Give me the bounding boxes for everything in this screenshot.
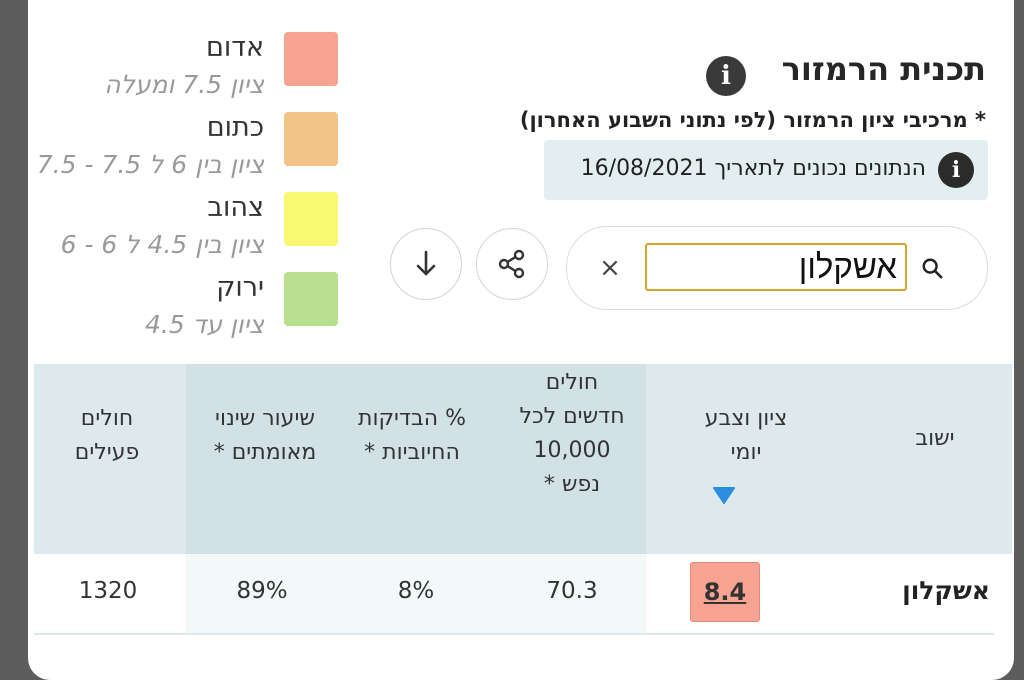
legend-range: ציון 7.5 ומעלה bbox=[104, 70, 264, 99]
legend-name: אדום bbox=[205, 32, 264, 63]
header-highlight bbox=[186, 364, 646, 554]
date-note-text: הנתונים נכונים לתאריך 16/08/2021 bbox=[580, 156, 926, 181]
legend-name: ירוק bbox=[216, 272, 264, 303]
legend-range: ציון עד 4.5 bbox=[144, 310, 264, 339]
info-icon: i bbox=[938, 152, 974, 188]
yellow-swatch bbox=[284, 192, 338, 246]
score-components-subtitle: * מרכיבי ציון הרמזור (לפי נתוני השבוע הא… bbox=[519, 108, 986, 132]
close-icon[interactable]: × bbox=[599, 253, 621, 283]
legend-range: ציון בין 4.5 ל 6 - 6 bbox=[60, 230, 264, 259]
score-badge[interactable]: 8.4 bbox=[690, 562, 760, 622]
legend-name: צהוב bbox=[207, 192, 264, 223]
row-divider bbox=[34, 633, 994, 635]
arrow-down-icon bbox=[416, 250, 436, 276]
search-input[interactable] bbox=[645, 243, 907, 291]
header-positive-tests[interactable]: % הבדיקות החיוביות * bbox=[358, 406, 466, 465]
table-header: ישוב ציון וצבע יומי חולים חדשים לכל 10,0… bbox=[34, 364, 1012, 554]
cell-active-cases: 1320 bbox=[78, 578, 138, 604]
cell-city: אשקלון bbox=[902, 576, 990, 605]
search-icon[interactable] bbox=[921, 257, 943, 279]
red-swatch bbox=[284, 32, 338, 86]
data-date-notice: i הנתונים נכונים לתאריך 16/08/2021 bbox=[544, 140, 988, 200]
legend-name: כתום bbox=[206, 112, 264, 143]
share-button[interactable] bbox=[476, 228, 548, 300]
green-swatch bbox=[284, 272, 338, 326]
download-button[interactable] bbox=[390, 228, 462, 300]
orange-swatch bbox=[284, 112, 338, 166]
legend-range: ציון בין 6 ל 7.5 - 7.5 bbox=[36, 150, 264, 179]
cell-new-cases: 70.3 bbox=[546, 578, 598, 604]
share-icon bbox=[498, 249, 525, 279]
header-active-cases[interactable]: חולים פעילים bbox=[74, 406, 140, 465]
header-city[interactable]: ישוב bbox=[915, 426, 955, 451]
row-highlight bbox=[186, 554, 646, 634]
table-row[interactable]: אשקלון 8.4 70.3 8% 89% 1320 bbox=[34, 554, 1012, 634]
legend-item-red: אדום ציון 7.5 ומעלה bbox=[0, 30, 340, 110]
legend-item-orange: כתום ציון בין 6 ל 7.5 - 7.5 bbox=[0, 110, 340, 190]
cell-confirmed-change: 89% bbox=[236, 578, 288, 604]
header-new-cases[interactable]: חולים חדשים לכל 10,000 נפש * bbox=[519, 370, 625, 497]
info-icon[interactable]: i bbox=[706, 56, 746, 96]
search-bar: × bbox=[566, 226, 988, 310]
legend-item-green: ירוק ציון עד 4.5 bbox=[0, 270, 340, 350]
cell-positive-tests: 8% bbox=[397, 578, 435, 604]
legend-item-yellow: צהוב ציון בין 4.5 ל 6 - 6 bbox=[0, 190, 340, 270]
triangle-down-icon[interactable] bbox=[712, 486, 736, 506]
header-confirmed-change[interactable]: שיעור שינוי מאומתים * bbox=[213, 406, 317, 465]
header-daily-score[interactable]: ציון וצבע יומי bbox=[704, 406, 788, 465]
page-title: תכנית הרמזור bbox=[781, 50, 986, 88]
